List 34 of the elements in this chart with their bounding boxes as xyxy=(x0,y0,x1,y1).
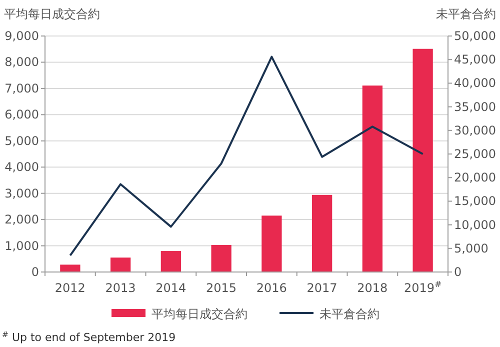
y2tick: 5,000 xyxy=(454,241,488,256)
annotation: $^{#}$ Up to end of September 2019 xyxy=(2,330,176,344)
xtick: 2013 xyxy=(105,281,136,295)
y2tick: 35,000 xyxy=(454,100,496,114)
xtick: 2015 xyxy=(206,281,237,295)
ytick: 4,000 xyxy=(4,160,39,174)
y2tick: 0 xyxy=(454,265,462,279)
legend-label: 平均每日成交合約 xyxy=(152,307,248,321)
y2tick: 10,000 xyxy=(454,218,496,232)
y2tick: 15,000 xyxy=(454,194,496,208)
legend-label: 未平倉合約 xyxy=(320,307,380,321)
ytick: 2,000 xyxy=(4,212,39,227)
ylabel: 平均每日成交合約 xyxy=(4,7,100,21)
ytick: 7,000 xyxy=(4,81,39,96)
ytick: 3,000 xyxy=(4,186,39,200)
y2tick: 45,000 xyxy=(454,52,496,67)
ytick: 5,000 xyxy=(4,134,39,148)
ytick: 1,000 xyxy=(4,238,39,253)
xtick: 2016 xyxy=(256,281,287,295)
ytick: 0 xyxy=(31,265,39,279)
y2tick: 25,000 xyxy=(454,147,496,161)
y2label: 未平倉合約 xyxy=(436,7,496,21)
xtick: 2018 xyxy=(357,281,388,295)
y2tick: 20,000 xyxy=(454,170,496,185)
xtick: 2017 xyxy=(306,281,338,295)
xtick: 2019$^{#}$ xyxy=(404,279,442,295)
ytick: 6,000 xyxy=(4,108,39,122)
ytick: 9,000 xyxy=(4,29,39,43)
y2tick: 50,000 xyxy=(454,29,496,43)
y2tick: 30,000 xyxy=(454,123,496,138)
xtick: 2014 xyxy=(156,281,186,295)
xtick: 2012 xyxy=(54,281,86,295)
ytick: 8,000 xyxy=(4,55,39,70)
y2tick: 40,000 xyxy=(454,76,496,90)
